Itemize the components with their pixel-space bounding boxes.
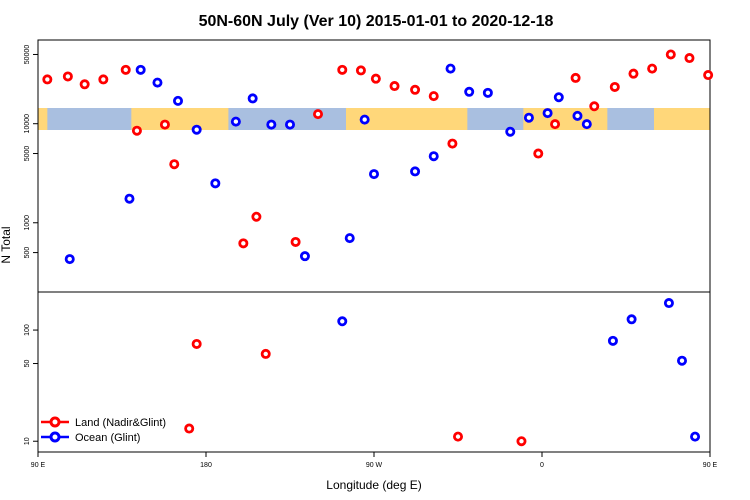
x-tick-label: 180 xyxy=(200,462,212,469)
ocean-point xyxy=(523,112,534,123)
land-point xyxy=(609,81,620,92)
chart-title: 50N-60N July (Ver 10) 2015-01-01 to 2020… xyxy=(199,13,554,30)
land-point xyxy=(370,73,381,84)
ocean-point xyxy=(482,87,493,98)
ocean-point xyxy=(172,95,183,106)
y-axis-top: 500 1000 5000 10000 50000 xyxy=(24,45,38,259)
land-point xyxy=(703,70,714,81)
land-point xyxy=(647,63,658,74)
land-point xyxy=(79,79,90,90)
legend-land-label: Land (Nadir&Glint) xyxy=(75,417,166,429)
land-point xyxy=(337,64,348,75)
map-ocean-region xyxy=(47,108,132,130)
land-point xyxy=(169,159,180,170)
ocean-point xyxy=(124,193,135,204)
ocean-point xyxy=(410,166,421,177)
ocean-point xyxy=(581,119,592,130)
land-point xyxy=(98,74,109,85)
ocean-point xyxy=(542,108,553,119)
x-tick-label: 90 W xyxy=(366,462,383,469)
y-tick-label: 5000 xyxy=(24,146,31,162)
y-axis-label: N Total xyxy=(0,226,13,263)
land-point xyxy=(589,101,600,112)
ocean-point xyxy=(247,93,258,104)
legend: Land (Nadir&Glint) Ocean (Glint) xyxy=(41,416,166,444)
ocean-point xyxy=(368,169,379,180)
ocean-point xyxy=(663,298,674,309)
land-point xyxy=(120,64,131,75)
y-tick-label: 100 xyxy=(24,324,31,336)
land-point xyxy=(184,423,195,434)
map-land-band xyxy=(38,108,710,130)
map-ocean-region xyxy=(467,108,524,130)
ocean-point xyxy=(464,86,475,97)
land-point xyxy=(533,148,544,159)
ocean-point xyxy=(210,178,221,189)
land-point xyxy=(570,72,581,83)
y-tick-label: 50000 xyxy=(24,45,31,65)
ocean-point xyxy=(64,254,75,265)
map-ocean-region xyxy=(607,108,654,130)
y-tick-label: 1000 xyxy=(24,215,31,231)
land-point xyxy=(251,211,262,222)
ocean-point xyxy=(344,233,355,244)
ocean-point xyxy=(191,124,202,135)
ocean-point xyxy=(505,126,516,137)
land-point xyxy=(550,119,561,130)
y-tick-label: 10 xyxy=(24,437,31,445)
land-point xyxy=(410,84,421,95)
ocean-point xyxy=(299,251,310,262)
land-point xyxy=(516,436,527,447)
ocean-point xyxy=(607,335,618,346)
y-tick-label: 50 xyxy=(24,360,31,368)
ocean-point xyxy=(677,355,688,366)
land-point xyxy=(290,236,301,247)
land-point xyxy=(355,65,366,76)
x-axis: 90 E 180 90 W 0 90 E xyxy=(31,452,718,469)
y-axis-bottom: 10 50 100 xyxy=(24,324,38,445)
land-point xyxy=(684,53,695,64)
data-points xyxy=(42,49,714,447)
ocean-point xyxy=(690,431,701,442)
x-tick-label: 90 E xyxy=(31,462,46,469)
legend-ocean-label: Ocean (Glint) xyxy=(75,432,140,444)
x-tick-label: 90 E xyxy=(703,462,718,469)
ocean-point xyxy=(152,77,163,88)
y-tick-label: 500 xyxy=(24,247,31,259)
land-point xyxy=(452,431,463,442)
ocean-point xyxy=(284,119,295,130)
legend-ocean-marker xyxy=(49,431,61,443)
ocean-point xyxy=(626,314,637,325)
land-point xyxy=(447,138,458,149)
land-point xyxy=(628,68,639,79)
ocean-point xyxy=(337,316,348,327)
land-point xyxy=(260,348,271,359)
legend-land-marker xyxy=(49,416,61,428)
land-point xyxy=(389,81,400,92)
ocean-point xyxy=(266,119,277,130)
land-point xyxy=(428,91,439,102)
land-point xyxy=(42,74,53,85)
land-point xyxy=(312,109,323,120)
ocean-point xyxy=(428,151,439,162)
ocean-point xyxy=(135,64,146,75)
land-point xyxy=(62,71,73,82)
ocean-point xyxy=(572,110,583,121)
land-point xyxy=(665,49,676,60)
y-tick-label: 10000 xyxy=(24,114,31,134)
ocean-point xyxy=(553,92,564,103)
land-point xyxy=(238,238,249,249)
x-axis-label: Longitude (deg E) xyxy=(326,478,421,492)
world-map-strip xyxy=(38,108,710,130)
ocean-point xyxy=(445,63,456,74)
land-point xyxy=(159,119,170,130)
land-point xyxy=(191,338,202,349)
x-tick-label: 0 xyxy=(540,462,544,469)
ocean-point xyxy=(359,114,370,125)
ocean-point xyxy=(230,116,241,127)
land-point xyxy=(131,125,142,136)
